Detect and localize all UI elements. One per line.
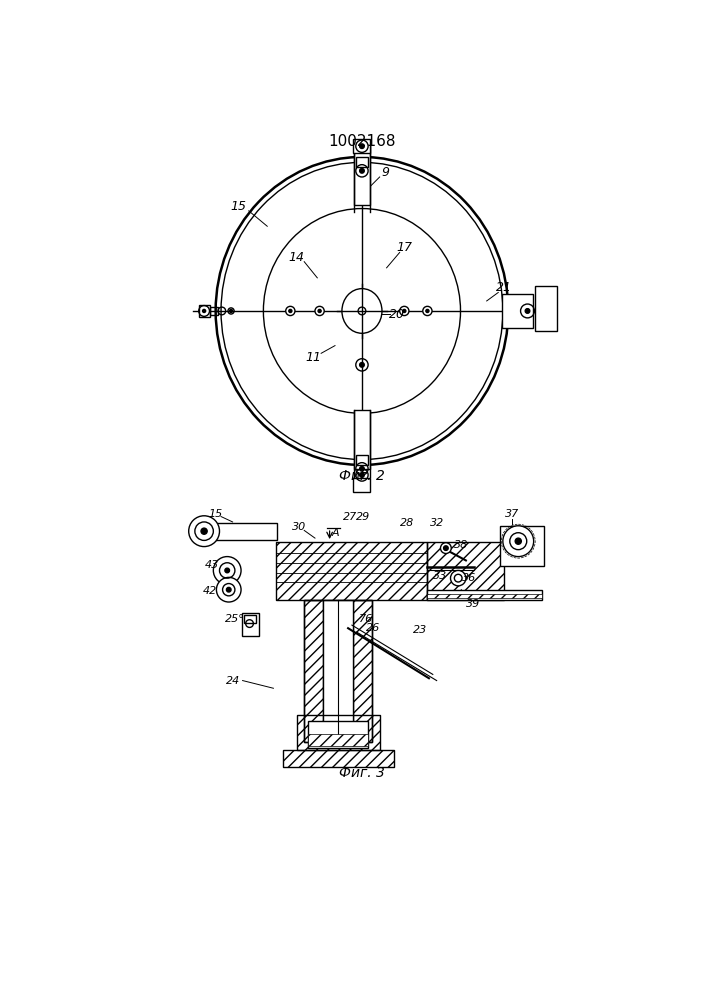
Text: 17: 17 [397,241,412,254]
Text: 29: 29 [356,512,370,522]
Bar [204,523,277,527]
Circle shape [360,473,364,477]
Circle shape [288,309,292,312]
Text: 36: 36 [462,573,476,583]
Circle shape [286,306,295,316]
Text: 26: 26 [366,623,380,633]
Text: 15: 15 [209,509,223,519]
Circle shape [503,526,534,557]
Circle shape [525,309,530,313]
Circle shape [230,309,233,312]
Circle shape [360,363,364,367]
Text: A: A [331,528,339,538]
Bar [283,750,394,767]
Bar [356,157,368,167]
Bar [354,145,370,205]
Text: 15: 15 [230,200,246,213]
Text: 37: 37 [505,509,519,519]
Text: 33: 33 [433,571,448,581]
Text: 43: 43 [205,560,219,570]
Circle shape [203,309,206,312]
Circle shape [216,577,241,602]
Circle shape [226,587,231,592]
Circle shape [440,543,451,554]
Bar [199,305,210,317]
Text: 39: 39 [467,599,481,609]
Bar [324,600,353,742]
Text: 76: 76 [358,614,373,624]
Bar [204,523,277,540]
Circle shape [403,309,406,312]
Bar [354,410,370,469]
Bar [304,600,324,742]
Circle shape [360,144,364,148]
Circle shape [315,306,325,316]
Circle shape [201,528,207,534]
Text: 42: 42 [202,586,216,596]
Circle shape [214,557,241,584]
Text: 28: 28 [400,518,414,528]
Bar [242,613,259,636]
Bar [502,294,533,328]
Bar [276,542,426,600]
Text: 14: 14 [288,251,305,264]
Text: 30: 30 [293,522,307,532]
Text: 11: 11 [305,351,322,364]
Bar [500,526,544,566]
Ellipse shape [342,289,382,333]
Circle shape [360,466,364,471]
Bar [304,600,324,742]
Bar [354,139,370,153]
Bar [296,715,380,750]
Bar [276,542,426,600]
Text: 21: 21 [496,281,513,294]
Bar [426,542,503,600]
Circle shape [318,309,321,312]
Text: 1002168: 1002168 [328,134,396,149]
Bar [426,594,542,598]
Text: 27: 27 [342,512,357,522]
Circle shape [189,516,219,547]
Circle shape [450,570,466,586]
Bar [535,286,557,331]
Bar [356,455,368,465]
Bar [204,535,277,540]
Circle shape [426,309,429,312]
Bar [353,600,372,742]
Circle shape [360,169,364,173]
Bar [244,615,257,623]
Text: Фиг. 2: Фиг. 2 [339,469,385,483]
Bar [308,721,368,748]
Text: 38: 38 [454,540,469,550]
Circle shape [515,538,521,544]
Bar [426,542,503,600]
Circle shape [399,306,409,316]
Bar [304,600,372,742]
Bar [210,307,218,315]
Text: 25°: 25° [225,614,245,624]
Text: 23: 23 [413,625,427,635]
Circle shape [443,546,448,550]
Text: 32: 32 [430,518,444,528]
Bar [283,750,394,767]
Bar [354,478,370,492]
Circle shape [225,568,230,573]
Bar [353,600,372,742]
Circle shape [423,306,432,316]
Bar [308,734,368,746]
Bar [426,590,542,600]
Text: 24: 24 [226,676,240,686]
Text: 20: 20 [389,308,404,321]
Text: Фиг. 3: Фиг. 3 [339,766,385,780]
Text: 9: 9 [381,166,389,179]
Bar [296,715,380,750]
